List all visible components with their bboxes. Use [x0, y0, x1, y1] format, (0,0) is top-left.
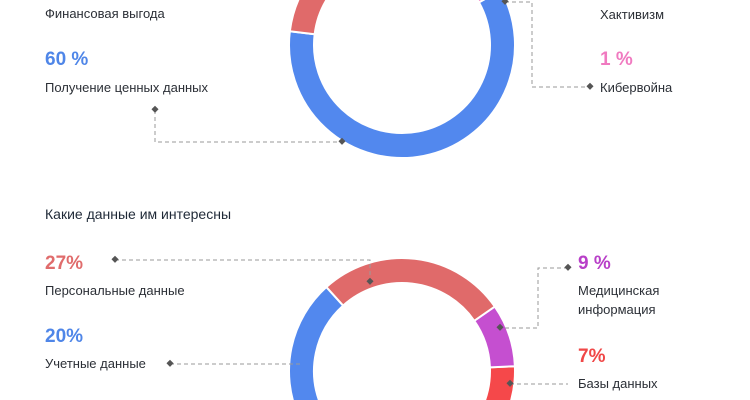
leader-dot: [564, 263, 572, 271]
donut-segment: [324, 257, 497, 323]
value-label: 20%: [45, 326, 84, 347]
leader-dot: [366, 277, 374, 285]
leader-line: [505, 1, 590, 88]
leader-dot: [151, 105, 159, 113]
legend-label: Хактивизм: [600, 7, 665, 22]
leader-dot: [506, 379, 514, 387]
legend-label: Кибервойна: [600, 80, 673, 95]
leader-dot: [338, 137, 346, 145]
value-label: 9 %: [578, 253, 611, 274]
leader-lines: [111, 0, 594, 387]
legend-label: Персональные данные: [45, 283, 185, 298]
donut-segment: [288, 0, 328, 36]
leader-line: [154, 110, 342, 143]
value-label: 60 %: [45, 49, 89, 70]
chart-title: Какие данные им интересны: [45, 206, 232, 222]
leader-dot: [586, 82, 594, 90]
donut-segment: [476, 0, 486, 4]
leader-line: [115, 259, 371, 282]
legend-label: Финансовая выгода: [45, 6, 165, 21]
leader-dot: [501, 0, 509, 5]
legend-label: Получение ценных данных: [45, 80, 209, 95]
leader-dot: [496, 323, 504, 331]
leader-dot: [111, 255, 119, 263]
value-label: 7%: [578, 346, 606, 367]
leader-line: [500, 267, 568, 329]
value-label: 27%: [45, 253, 84, 274]
value-label: 1 %: [600, 49, 633, 70]
donut-segment: [288, 0, 516, 159]
leader-dot: [166, 359, 174, 367]
donut-segment: [483, 365, 516, 400]
legend-label: Медицинская информация: [578, 283, 660, 317]
donut-segment: [472, 305, 516, 369]
legend-label: Базы данных: [578, 376, 658, 391]
legend-label: Учетные данные: [45, 356, 146, 371]
donut-segment: [288, 285, 345, 400]
